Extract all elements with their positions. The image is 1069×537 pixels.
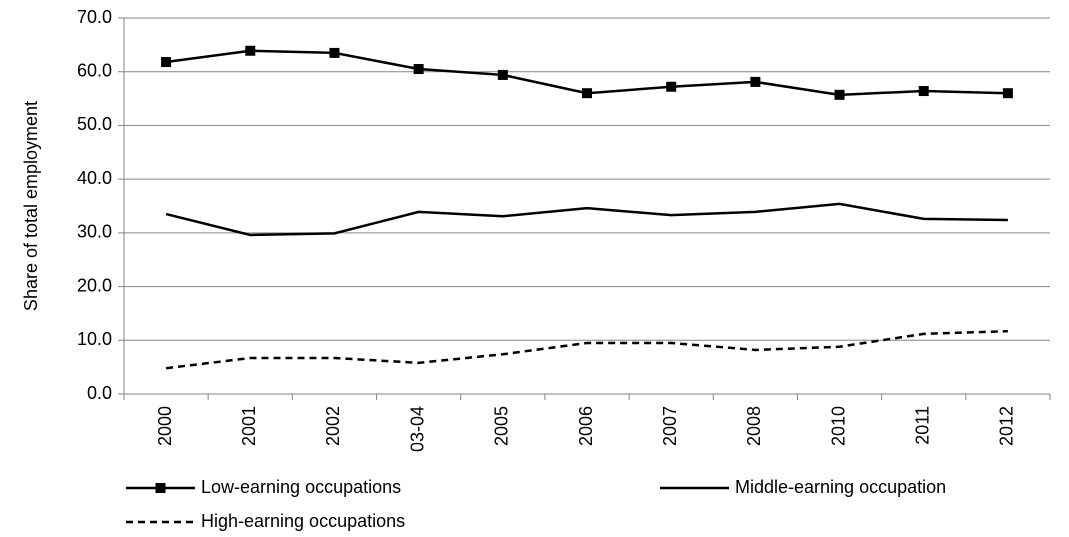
point-marker [413,64,424,75]
y-tick-label: 50.0 [77,114,112,134]
point-marker [329,47,340,58]
x-tick-label: 2001 [239,406,259,446]
point-marker [161,57,172,68]
legend-label: Middle-earning occupation [735,477,946,497]
x-tick-label: 2007 [660,406,680,446]
point-marker [918,86,929,97]
y-tick-label: 0.0 [87,383,112,403]
series-line [165,202,1008,237]
x-tick-label: 2012 [997,406,1017,446]
series-line [165,329,1008,370]
x-tick-label: 2002 [323,406,343,446]
point-marker [834,89,845,100]
y-axis-label: Share of total employment [21,101,41,311]
y-tick-label: 30.0 [77,222,112,242]
x-tick-label: 2006 [576,406,596,446]
point-marker [750,76,761,87]
y-tick-label: 60.0 [77,60,112,80]
point-marker [245,45,256,56]
y-tick-label: 10.0 [77,329,112,349]
y-tick-label: 20.0 [77,275,112,295]
x-tick-label: 2011 [912,406,932,445]
x-tick-label: 2005 [492,406,512,446]
point-marker [666,81,677,92]
y-tick-label: 40.0 [77,168,112,188]
point-marker [1002,88,1013,99]
point-marker [497,69,508,80]
x-tick-label: 03-04 [407,406,427,452]
legend-marker [155,483,166,493]
x-tick-label: 2000 [155,406,175,446]
x-tick-label: 2010 [828,406,848,446]
legend-label: Low-earning occupations [201,477,401,497]
point-marker [582,88,592,99]
legend-label: High-earning occupations [201,511,405,531]
y-tick-label: 70.0 [77,7,112,27]
x-tick-label: 2008 [744,406,764,446]
